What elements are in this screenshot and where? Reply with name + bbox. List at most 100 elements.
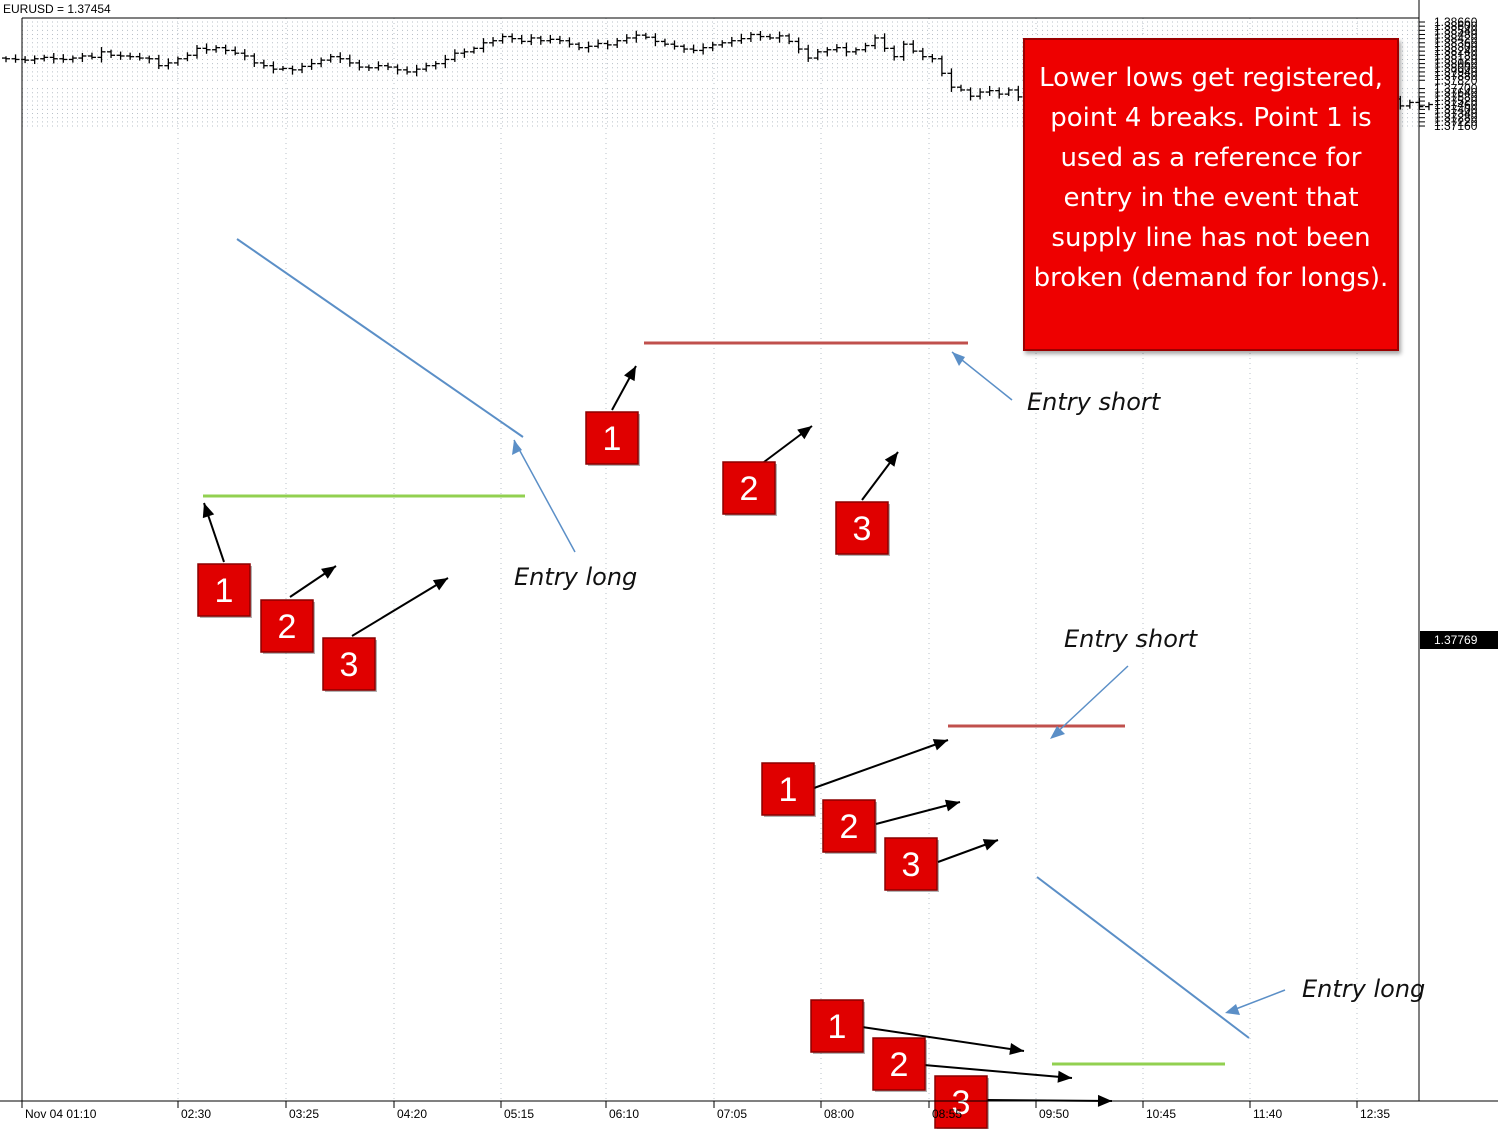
current-price-label: 1.37769 (1434, 633, 1478, 647)
ohlc-bar (154, 54, 163, 70)
ohlc-bar (689, 44, 698, 54)
current-price-marker (1420, 631, 1498, 649)
y-tick-label: 1.37940 (1434, 65, 1478, 79)
y-tick-label: 1.37220 (1434, 115, 1478, 129)
point-number-label: 3 (340, 646, 359, 684)
ohlc-bar (326, 53, 335, 63)
x-tick-label: 10:45 (1146, 1107, 1176, 1121)
ohlc-bar (775, 31, 784, 43)
ohlc-bar (851, 47, 860, 55)
ohlc-bar (880, 33, 889, 52)
ohlc-bar (40, 54, 49, 62)
point-arrow (937, 839, 999, 863)
ohlc-bar (317, 57, 326, 68)
point-number-box: 3 (322, 637, 377, 692)
ohlc-bar (517, 34, 526, 45)
explanation-callout: Lower lows get registered, point 4 break… (1023, 38, 1399, 351)
point-arrow (861, 1026, 1025, 1055)
x-axis-ticks: Nov 04 01:10 02:30 03:25 04:20 05:15 06:10 07:… (21, 1101, 1390, 1121)
ohlc-bar (899, 40, 908, 61)
entry-short-label: Entry short (1064, 625, 1199, 653)
ohlc-bar (1004, 87, 1013, 96)
y-tick-label: 1.38240 (1434, 44, 1478, 58)
ohlc-bar (794, 37, 803, 54)
ohlc-bar (918, 47, 927, 61)
x-tick-label: 06:10 (609, 1107, 639, 1121)
ohlc-bar (680, 44, 689, 53)
ohlc-bar (135, 52, 144, 61)
supply-lines (644, 341, 1125, 728)
ohlc-bar (412, 64, 421, 77)
ohlc-bar (861, 42, 870, 53)
ohlc-bar (1014, 85, 1023, 102)
ohlc-bar (202, 43, 211, 54)
point-arrow (611, 365, 637, 411)
y-tick-label: 1.38120 (1434, 52, 1478, 66)
trend-line-1 (236, 238, 524, 438)
entry-pointer-arrows (512, 351, 1286, 1015)
ohlc-bar (584, 41, 593, 53)
ohlc-bar (460, 48, 469, 58)
ohlc-bar (489, 37, 498, 47)
y-tick-label: 1.37580 (1434, 90, 1478, 104)
y-tick-label: 1.38660 (1434, 15, 1478, 29)
ohlc-bar (976, 88, 985, 100)
ohlc-bar (813, 48, 822, 61)
ohlc-bar (660, 38, 669, 47)
ohlc-bar (1424, 102, 1433, 111)
point-number-box: 3 (934, 1075, 989, 1129)
ohlc-bar (871, 34, 880, 50)
ohlc-bar (890, 45, 899, 61)
point-number-box: 2 (872, 1037, 927, 1092)
y-tick-label: 1.37160 (1434, 119, 1478, 133)
ohlc-bar (527, 34, 536, 46)
ohlc-bar (30, 55, 39, 65)
x-tick-label: 04:20 (397, 1107, 427, 1121)
ohlc-bar (393, 64, 402, 75)
ohlc-bar (622, 34, 631, 44)
ohlc-bar (2, 56, 10, 63)
point-number-box: 1 (585, 411, 640, 466)
ohlc-bar (68, 55, 77, 63)
ohlc-bar (909, 40, 918, 54)
ohlc-bar (126, 52, 135, 60)
ohlc-bar (1405, 99, 1414, 109)
ohlc-bar (78, 52, 87, 63)
y-tick-label: 1.38180 (1434, 48, 1478, 62)
ohlc-bar (403, 66, 412, 75)
ohlc-bar (727, 36, 736, 47)
point-number-label: 2 (840, 808, 859, 846)
x-tick-label: 08:00 (824, 1107, 854, 1121)
ohlc-bar (947, 68, 956, 92)
ohlc-bar (441, 54, 450, 69)
symbol-label: EURUSD = 1.37454 (3, 2, 111, 16)
ohlc-bar (746, 32, 755, 42)
ohlc-bar (11, 54, 20, 63)
point-arrow (813, 739, 949, 789)
annotation-texts: Entry long Entry short Entry short Entry… (514, 388, 1425, 1003)
ohlc-bar (212, 45, 221, 53)
ohlc-bar (107, 49, 116, 58)
x-tick-label: 09:50 (1039, 1107, 1069, 1121)
ohlc-bar (546, 34, 555, 44)
ohlc-bar (966, 87, 975, 101)
ohlc-bar (594, 39, 603, 49)
point-number-label: 3 (902, 846, 921, 884)
y-tick-label: 1.37400 (1434, 102, 1478, 116)
point-number-label: 2 (890, 1046, 909, 1084)
point-arrow (923, 1064, 1073, 1083)
ohlc-bar (250, 53, 259, 67)
point-arrows (202, 365, 1113, 1107)
y-tick-label: 1.37700 (1434, 82, 1478, 96)
point-number-box: 2 (260, 599, 315, 654)
ohlc-bar (231, 46, 240, 56)
y-tick-label: 1.38600 (1434, 19, 1478, 33)
y-tick-label: 1.37880 (1434, 69, 1478, 83)
ohlc-bar (928, 54, 937, 63)
ohlc-bar (345, 54, 354, 67)
x-tick-label: 03:25 (289, 1107, 319, 1121)
x-tick-label: 07:05 (717, 1107, 747, 1121)
point-arrow (202, 502, 225, 563)
ohlc-bar (670, 40, 679, 50)
y-tick-label: 1.37340 (1434, 107, 1478, 121)
